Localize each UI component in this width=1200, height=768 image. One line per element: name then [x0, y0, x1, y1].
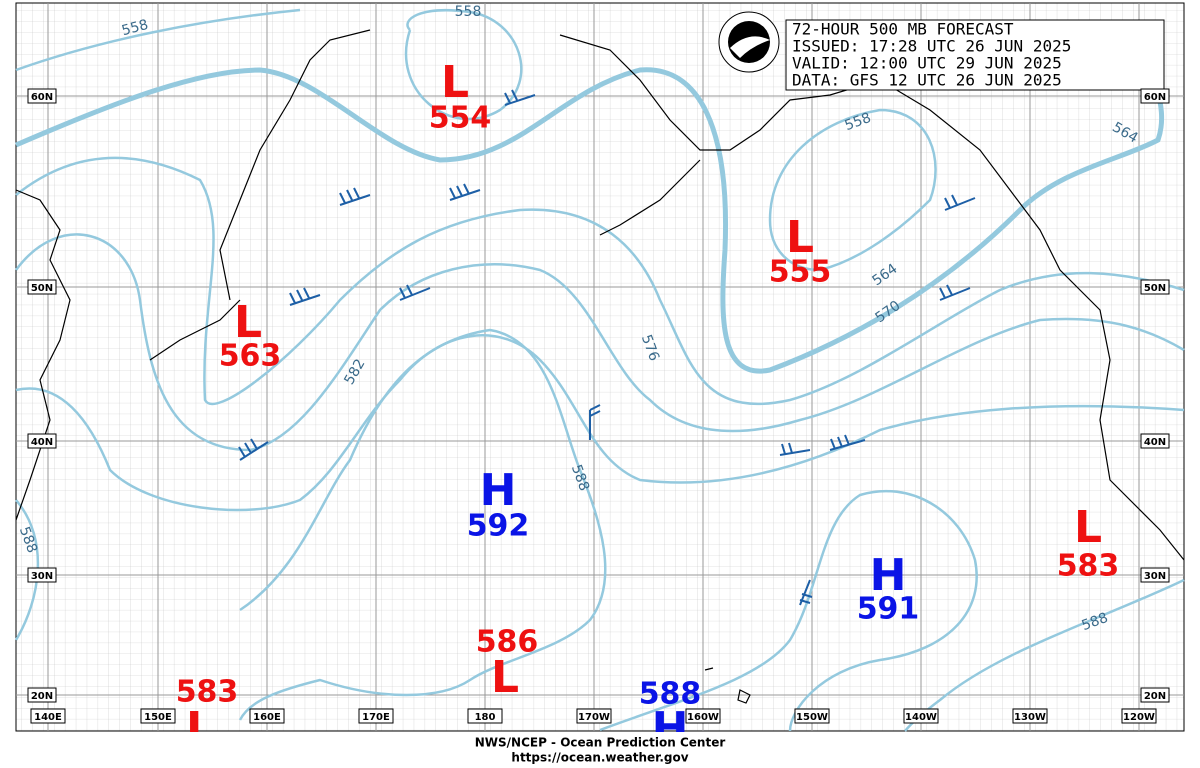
center-value: 588: [639, 677, 702, 712]
center-value: 563: [219, 339, 282, 374]
center-value: 555: [769, 255, 832, 290]
center-letter: L: [234, 297, 262, 348]
lon-label-box: [903, 708, 939, 724]
center-letter: L: [491, 652, 519, 703]
center-value: 592: [467, 509, 530, 544]
lat-label-box: [27, 567, 57, 583]
lon-label: 130W: [1014, 712, 1046, 723]
coastlines: [15, 29, 1185, 704]
lat-label-box: [27, 88, 57, 104]
center-letter: L: [1074, 502, 1102, 553]
lat-label-box: [1140, 88, 1170, 104]
lat-label-box: [1140, 279, 1170, 295]
lon-label: 150E: [144, 712, 172, 723]
header-box: [785, 19, 1165, 91]
map-frame: [15, 2, 1185, 732]
lon-label-box: [140, 708, 176, 724]
lon-label-box: [1121, 708, 1157, 724]
lon-label-box: [249, 708, 285, 724]
lat-label: 50N: [1144, 283, 1166, 294]
header-line: ISSUED: 17:28 UTC 26 JUN 2025: [792, 37, 1071, 56]
lat-label: 60N: [31, 92, 53, 103]
lat-label-box: [1140, 433, 1170, 449]
footer-line: https://ocean.weather.gov: [511, 751, 688, 765]
lat-label-box: [1140, 567, 1170, 583]
lon-label: 170E: [362, 712, 390, 723]
lon-label-box: [1012, 708, 1048, 724]
center-value: 591: [857, 592, 920, 627]
lat-label: 40N: [1144, 437, 1166, 448]
center-letter: H: [480, 465, 517, 516]
center-value: 583: [1057, 549, 1120, 584]
center-letter: L: [441, 57, 469, 108]
lat-label: 30N: [1144, 571, 1166, 582]
noaa-logo: [718, 11, 780, 73]
wind-barbs: [238, 89, 976, 606]
lat-label: 20N: [1144, 691, 1166, 702]
major-grid: [16, 3, 1184, 731]
lat-label: 20N: [31, 691, 53, 702]
footer-line: NWS/NCEP - Ocean Prediction Center: [475, 736, 726, 750]
lon-label: 140W: [905, 712, 937, 723]
lat-label-box: [27, 433, 57, 449]
lat-label-box: [27, 687, 57, 703]
lon-label-box: [685, 708, 721, 724]
contour-label: 558: [455, 4, 482, 20]
lat-label: 40N: [31, 437, 53, 448]
lon-label-box: [30, 708, 66, 724]
footer-bg: [0, 732, 1200, 764]
lon-label: 140E: [34, 712, 62, 723]
lon-label: 160W: [687, 712, 719, 723]
lat-label-box: [1140, 687, 1170, 703]
lat-label: 30N: [31, 571, 53, 582]
center-value: 554: [429, 101, 492, 136]
lon-label: 120W: [1123, 712, 1155, 723]
header-line: DATA: GFS 12 UTC 26 JUN 2025: [792, 71, 1062, 90]
center-letter: L: [786, 212, 814, 263]
center-value: 583: [176, 675, 239, 710]
lon-label: 180: [475, 712, 496, 723]
center-value: 586: [476, 625, 539, 660]
lon-label-box: [794, 708, 830, 724]
contour-label: 558: [120, 17, 150, 39]
lon-label: 160E: [253, 712, 281, 723]
lat-label: 60N: [1144, 92, 1166, 103]
lon-label-box: [576, 708, 612, 724]
header-line: 72-HOUR 500 MB FORECAST: [792, 20, 1014, 39]
lon-label: 170W: [578, 712, 610, 723]
lon-label: 150W: [796, 712, 828, 723]
lon-label-box: [358, 708, 394, 724]
lat-label-box: [27, 279, 57, 295]
center-letter: H: [870, 550, 907, 601]
lon-label-box: [467, 708, 503, 724]
header-line: VALID: 12:00 UTC 29 JUN 2025: [792, 54, 1062, 73]
lat-label: 50N: [31, 283, 53, 294]
